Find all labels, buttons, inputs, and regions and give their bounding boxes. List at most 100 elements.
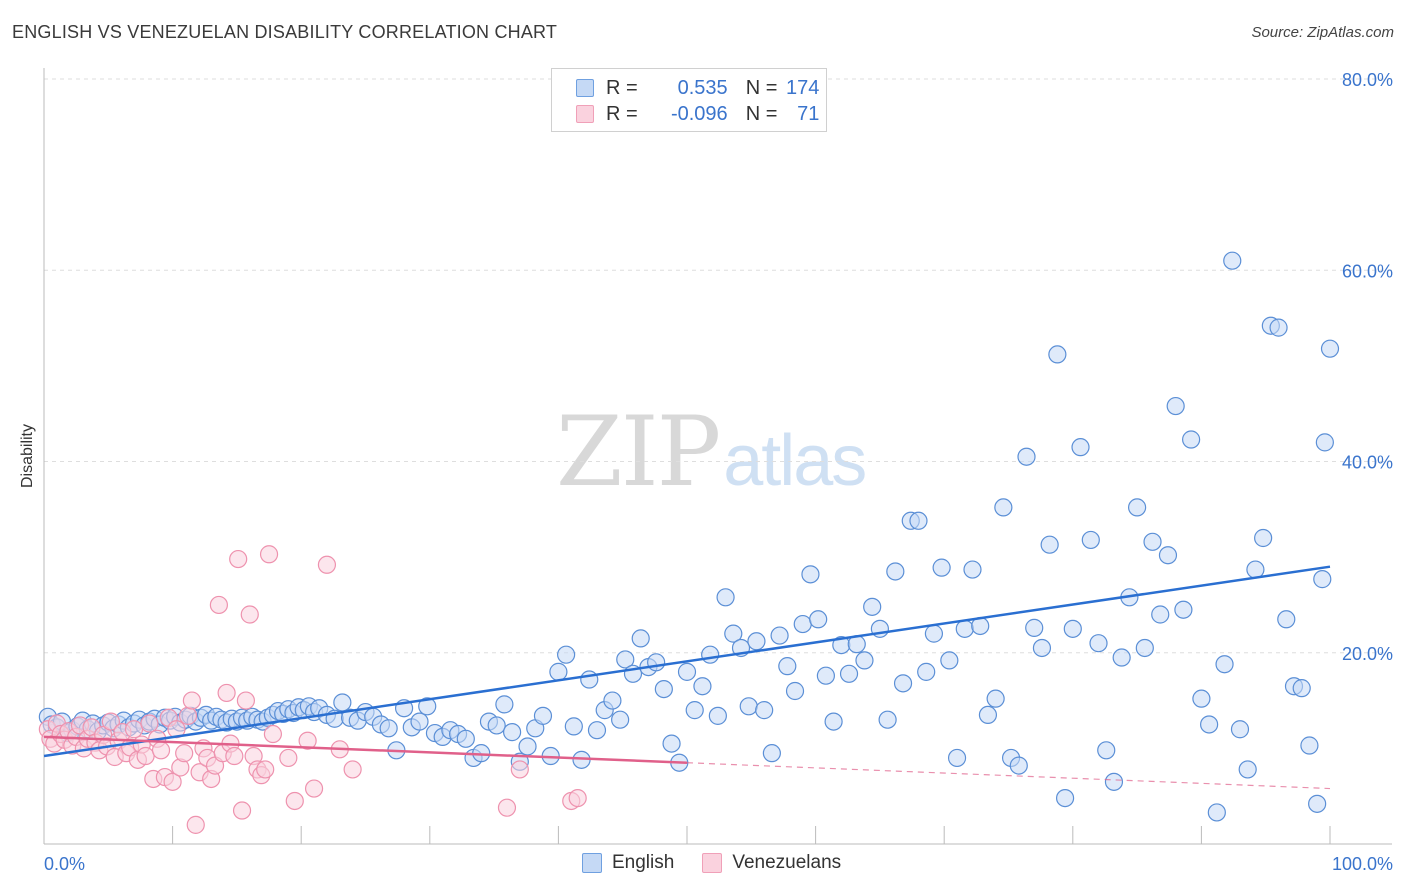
english-point bbox=[1254, 528, 1273, 548]
english-point bbox=[940, 651, 959, 670]
y-axis-label: Disability bbox=[19, 423, 36, 489]
legend-r-value: -0.096 bbox=[670, 102, 728, 125]
english-point bbox=[955, 619, 974, 638]
english-point bbox=[1097, 741, 1116, 760]
english-point bbox=[855, 651, 874, 670]
english-point bbox=[886, 562, 905, 581]
legend-swatch-venezuelans bbox=[576, 105, 594, 123]
english-point bbox=[495, 695, 514, 714]
series-swatch-venezuelans bbox=[702, 853, 723, 873]
english-point bbox=[994, 498, 1013, 517]
english-point bbox=[793, 614, 812, 634]
venezuelan-point bbox=[298, 731, 317, 750]
venezuelan-point bbox=[343, 760, 362, 779]
stats-legend: R = 0.535 N = 174 R = -0.096 N = 71 bbox=[551, 68, 827, 132]
english-point bbox=[809, 610, 828, 629]
legend-swatch-english bbox=[576, 79, 594, 97]
english-point bbox=[701, 645, 720, 664]
english-point bbox=[739, 697, 758, 716]
english-point bbox=[616, 650, 635, 669]
english-point bbox=[1238, 760, 1257, 779]
english-point bbox=[487, 716, 506, 735]
english-point bbox=[755, 701, 774, 720]
english-point bbox=[549, 662, 568, 681]
english-point bbox=[785, 681, 805, 701]
english-point bbox=[1182, 430, 1201, 449]
legend-r-label: R = bbox=[606, 76, 638, 99]
english-point bbox=[1135, 638, 1154, 658]
english-point bbox=[1313, 570, 1332, 589]
watermark-atlas: atlas bbox=[723, 421, 867, 501]
venezuelan-point bbox=[285, 791, 304, 811]
english-point bbox=[1174, 600, 1193, 619]
english-point bbox=[580, 670, 599, 689]
english-point bbox=[1009, 756, 1028, 775]
english-point bbox=[685, 701, 704, 720]
series-label-venezuelans: Venezuelans bbox=[732, 852, 842, 873]
english-point bbox=[1200, 715, 1219, 734]
venezuelan-point bbox=[186, 815, 205, 834]
english-point bbox=[1112, 648, 1131, 667]
english-point bbox=[503, 723, 522, 742]
english-point bbox=[708, 706, 727, 725]
english-point bbox=[1032, 638, 1052, 658]
english-point bbox=[762, 744, 781, 763]
english-point bbox=[1300, 736, 1319, 755]
english-point bbox=[603, 691, 622, 710]
legend-r-value: 0.535 bbox=[677, 76, 728, 99]
english-point bbox=[1308, 794, 1327, 813]
english-point bbox=[778, 657, 797, 676]
venezuelan-point bbox=[259, 545, 279, 564]
legend-n-value: 71 bbox=[797, 102, 820, 125]
y-tick-label: 80.0% bbox=[1342, 70, 1393, 90]
english-point bbox=[410, 712, 429, 731]
english-point bbox=[963, 560, 982, 579]
english-point bbox=[1320, 339, 1340, 358]
english-point bbox=[611, 710, 630, 729]
english-point bbox=[533, 706, 553, 725]
venezuelan-point bbox=[568, 788, 587, 808]
english-point bbox=[587, 721, 607, 740]
venezuelan-point bbox=[175, 744, 194, 763]
venezuelan-point bbox=[217, 683, 236, 703]
venezuelan-point bbox=[101, 712, 120, 731]
english-point bbox=[456, 729, 475, 748]
english-point bbox=[947, 748, 967, 768]
english-point bbox=[518, 737, 537, 756]
series-label-english: English bbox=[612, 852, 675, 873]
venezuelan-point bbox=[497, 798, 517, 817]
english-point bbox=[677, 662, 697, 681]
venezuelan-point bbox=[279, 748, 298, 768]
english-point bbox=[693, 677, 712, 696]
legend-n-value: 174 bbox=[786, 76, 820, 99]
venezuelan-point bbox=[209, 595, 228, 615]
english-trend-line bbox=[43, 565, 1331, 758]
english-point bbox=[662, 734, 681, 753]
english-point bbox=[716, 588, 735, 607]
venezuelan-point bbox=[229, 549, 248, 569]
y-tick-label: 40.0% bbox=[1342, 453, 1393, 473]
english-point bbox=[1166, 396, 1185, 416]
english-point bbox=[1223, 251, 1242, 270]
legend-r-label: R = bbox=[606, 102, 638, 125]
english-point bbox=[1315, 433, 1334, 452]
venezuelan-trend-line-dashed bbox=[686, 762, 1331, 790]
english-point bbox=[647, 653, 666, 672]
venezuelan-point bbox=[136, 746, 155, 766]
legend-row-english: R = 0.535 N = 174 bbox=[576, 76, 819, 100]
venezuelan-trend-line bbox=[43, 735, 688, 764]
english-point bbox=[1277, 610, 1296, 629]
english-point bbox=[557, 645, 576, 664]
venezuelan-point bbox=[240, 605, 259, 624]
chart-title: ENGLISH VS VENEZUELAN DISABILITY CORRELA… bbox=[12, 22, 558, 42]
venezuelan-point bbox=[225, 746, 244, 766]
english-point bbox=[924, 624, 944, 643]
venezuelan-point bbox=[163, 772, 182, 791]
x-tick-label: 100.0% bbox=[1332, 854, 1393, 874]
legend-n-label: N = bbox=[745, 102, 778, 125]
english-point bbox=[1104, 772, 1124, 791]
english-point bbox=[724, 624, 743, 643]
english-point bbox=[932, 558, 951, 577]
english-point bbox=[1207, 803, 1226, 822]
